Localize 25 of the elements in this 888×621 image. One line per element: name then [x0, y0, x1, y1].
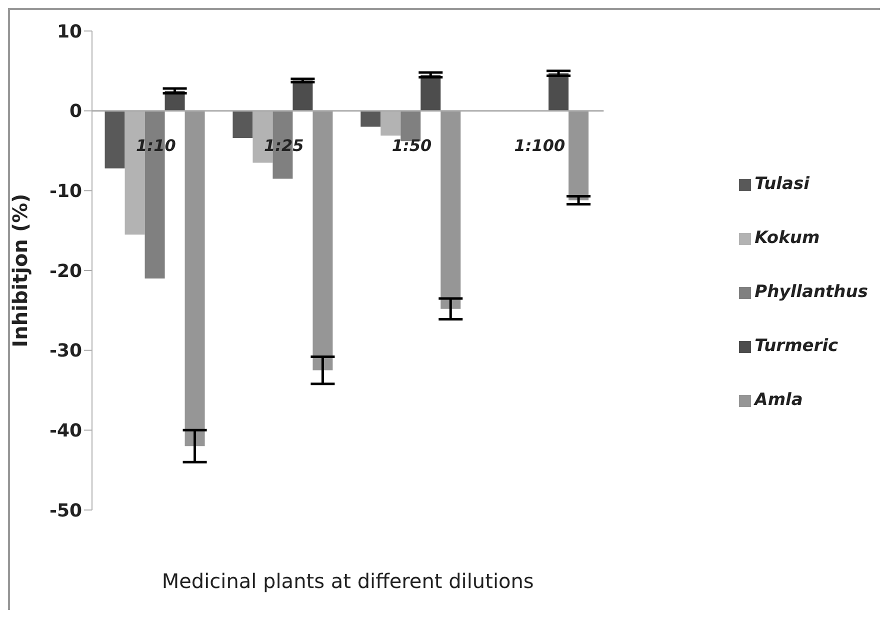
bar: [104, 110, 125, 168]
bar: [360, 110, 381, 127]
y-tick-label: -30: [49, 340, 82, 362]
bar: [548, 73, 569, 111]
y-tick-label: -10: [49, 181, 82, 202]
bar: [184, 110, 205, 446]
legend-label: Turmeric: [754, 336, 838, 356]
bar: [568, 110, 589, 200]
y-tick-label: 0: [69, 101, 82, 122]
legend-label: Amla: [754, 390, 803, 410]
x-axis-title: Medicinal plants at different dilutions: [162, 569, 534, 593]
y-tick-label: -50: [49, 500, 82, 522]
legend-label: Kokum: [754, 228, 820, 248]
bar: [440, 110, 461, 309]
bar: [312, 110, 333, 370]
bar: [420, 74, 441, 111]
bar: [232, 110, 253, 138]
y-tick-label: 10: [56, 21, 82, 42]
y-tick-label: -40: [49, 420, 82, 442]
legend-label: Tulasi: [754, 174, 810, 194]
x-tick-label: 1:100: [514, 136, 566, 156]
y-tick-label: -20: [49, 260, 82, 282]
x-tick-label: 1:50: [392, 136, 432, 156]
y-axis-title: Inhibitjon (%): [8, 194, 32, 348]
legend-label: Phyllanthus: [754, 282, 868, 302]
